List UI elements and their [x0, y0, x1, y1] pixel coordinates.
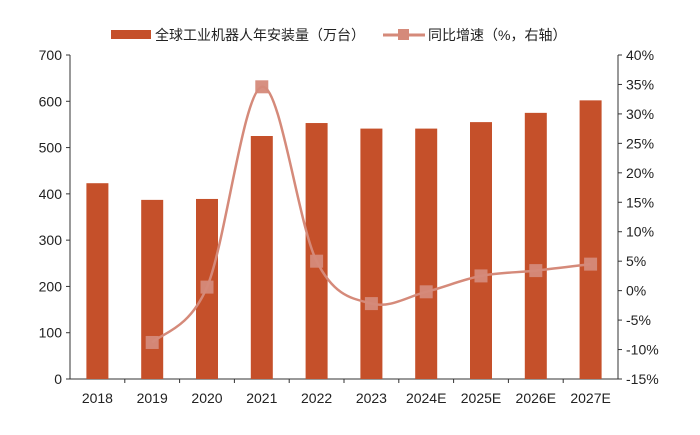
right-tick-label: 40%: [626, 47, 654, 63]
left-tick-label: 200: [39, 278, 63, 294]
bar-2021: [250, 136, 273, 379]
right-tick-label: -15%: [626, 371, 659, 387]
x-tick-label: 2018: [82, 390, 113, 406]
growth-marker-2021: [255, 80, 269, 94]
x-tick-label: 2025E: [461, 390, 501, 406]
left-tick-label: 700: [39, 47, 63, 63]
bar-2023: [360, 128, 383, 379]
right-tick-label: -5%: [626, 312, 651, 328]
legend-swatch-bar: [111, 30, 151, 39]
left-tick-label: 500: [39, 140, 63, 156]
x-tick-label: 2021: [246, 390, 277, 406]
bar-2022: [305, 123, 328, 379]
growth-marker-2023: [364, 297, 378, 311]
growth-line: [151, 85, 591, 344]
right-tick-label: 5%: [626, 253, 646, 269]
x-tick-label: 2024E: [406, 390, 446, 406]
legend-label-line: 同比增速（%，右轴）: [428, 27, 566, 43]
right-tick-label: 25%: [626, 135, 654, 151]
right-tick-label: 35%: [626, 76, 654, 92]
left-tick-label: 400: [39, 186, 63, 202]
growth-marker-2025E: [474, 269, 488, 283]
growth-marker-2020: [200, 280, 214, 294]
right-tick-label: 0%: [626, 283, 646, 299]
legend-label-bar: 全球工业机器人年安装量（万台）: [155, 27, 365, 43]
bar-2026E: [524, 112, 547, 379]
x-tick-label: 2020: [191, 390, 222, 406]
legend-swatch-marker: [398, 29, 409, 40]
growth-marker-2019: [145, 335, 159, 349]
growth-marker-2024E: [419, 285, 433, 299]
legend: 全球工业机器人年安装量（万台） 同比增速（%，右轴）: [111, 27, 566, 43]
right-tick-label: 10%: [626, 224, 654, 240]
right-tick-label: -10%: [626, 342, 659, 358]
left-tick-label: 100: [39, 325, 63, 341]
bar-2027E: [579, 100, 602, 380]
x-tick-label: 2022: [301, 390, 332, 406]
bar-2024E: [415, 128, 438, 379]
x-tick-label: 2023: [356, 390, 387, 406]
right-tick-label: 20%: [626, 165, 654, 181]
x-tick-label: 2027E: [570, 390, 610, 406]
left-tick-label: 600: [39, 93, 63, 109]
left-tick-label: 0: [54, 371, 62, 387]
x-tick-label: 2019: [137, 390, 168, 406]
right-tick-label: 15%: [626, 194, 654, 210]
growth-marker-2022: [310, 254, 324, 268]
left-tick-label: 300: [39, 232, 63, 248]
growth-marker-2027E: [584, 257, 598, 271]
bar-2019: [141, 199, 164, 379]
bar-2018: [86, 183, 109, 379]
growth-marker-2026E: [529, 264, 543, 278]
x-tick-label: 2026E: [516, 390, 556, 406]
right-tick-label: 30%: [626, 106, 654, 122]
bar-2025E: [470, 122, 492, 379]
